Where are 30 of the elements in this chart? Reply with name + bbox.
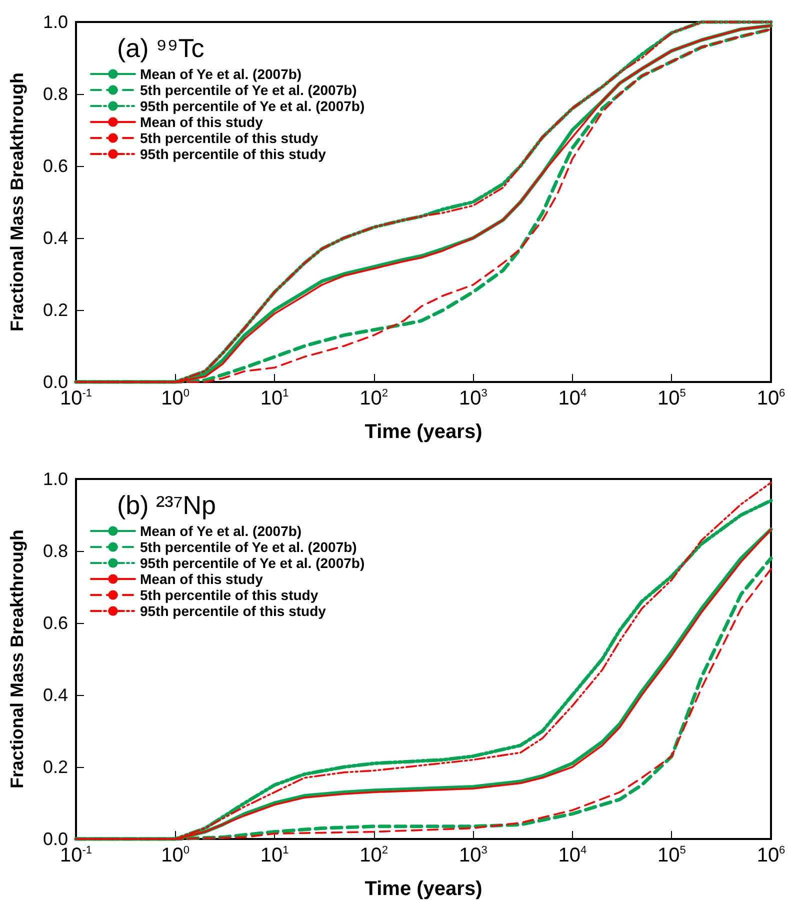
legend-label: Mean of Ye et al. (2007b) [140, 66, 302, 82]
legend-label: 95th percentile of this study [140, 603, 326, 619]
y-tick-label: 0.0 [42, 372, 68, 392]
legend-label: 5th percentile of this study [140, 587, 318, 603]
legend-label: 5th percentile of Ye et al. (2007b) [140, 82, 357, 98]
legend-label: 95th percentile of Ye et al. (2007b) [140, 98, 365, 114]
legend-label: 95th percentile of Ye et al. (2007b) [140, 555, 365, 571]
y-tick-label: 0.2 [42, 757, 68, 777]
y-tick-label: 0.4 [42, 228, 68, 248]
chart-title: (b) ²³⁷Np [117, 490, 216, 520]
legend-label: Mean of this study [140, 571, 264, 587]
y-tick-label: 0.2 [42, 300, 68, 320]
y-tick-label: 0.0 [42, 829, 68, 849]
y-tick-label: 0.6 [42, 156, 68, 176]
legend-label: Mean of this study [140, 114, 264, 130]
y-tick-label: 0.6 [42, 613, 68, 633]
legend-label: 5th percentile of Ye et al. (2007b) [140, 539, 357, 555]
y-axis-title: Fractional Mass Breakthrough [7, 529, 27, 789]
x-axis-title: Time (years) [364, 421, 482, 443]
y-tick-label: 0.8 [42, 541, 68, 561]
legend-label: 95th percentile of this study [140, 146, 326, 162]
y-tick-label: 1.0 [42, 12, 68, 32]
x-axis-title: Time (years) [364, 878, 482, 900]
y-tick-label: 0.4 [42, 685, 68, 705]
y-tick-label: 1.0 [42, 469, 68, 489]
legend-label: Mean of Ye et al. (2007b) [140, 523, 302, 539]
y-tick-label: 0.8 [42, 84, 68, 104]
y-axis-title: Fractional Mass Breakthrough [7, 72, 27, 332]
legend-label: 5th percentile of this study [140, 130, 318, 146]
chart-title: (a) ⁹⁹Tc [117, 33, 204, 63]
